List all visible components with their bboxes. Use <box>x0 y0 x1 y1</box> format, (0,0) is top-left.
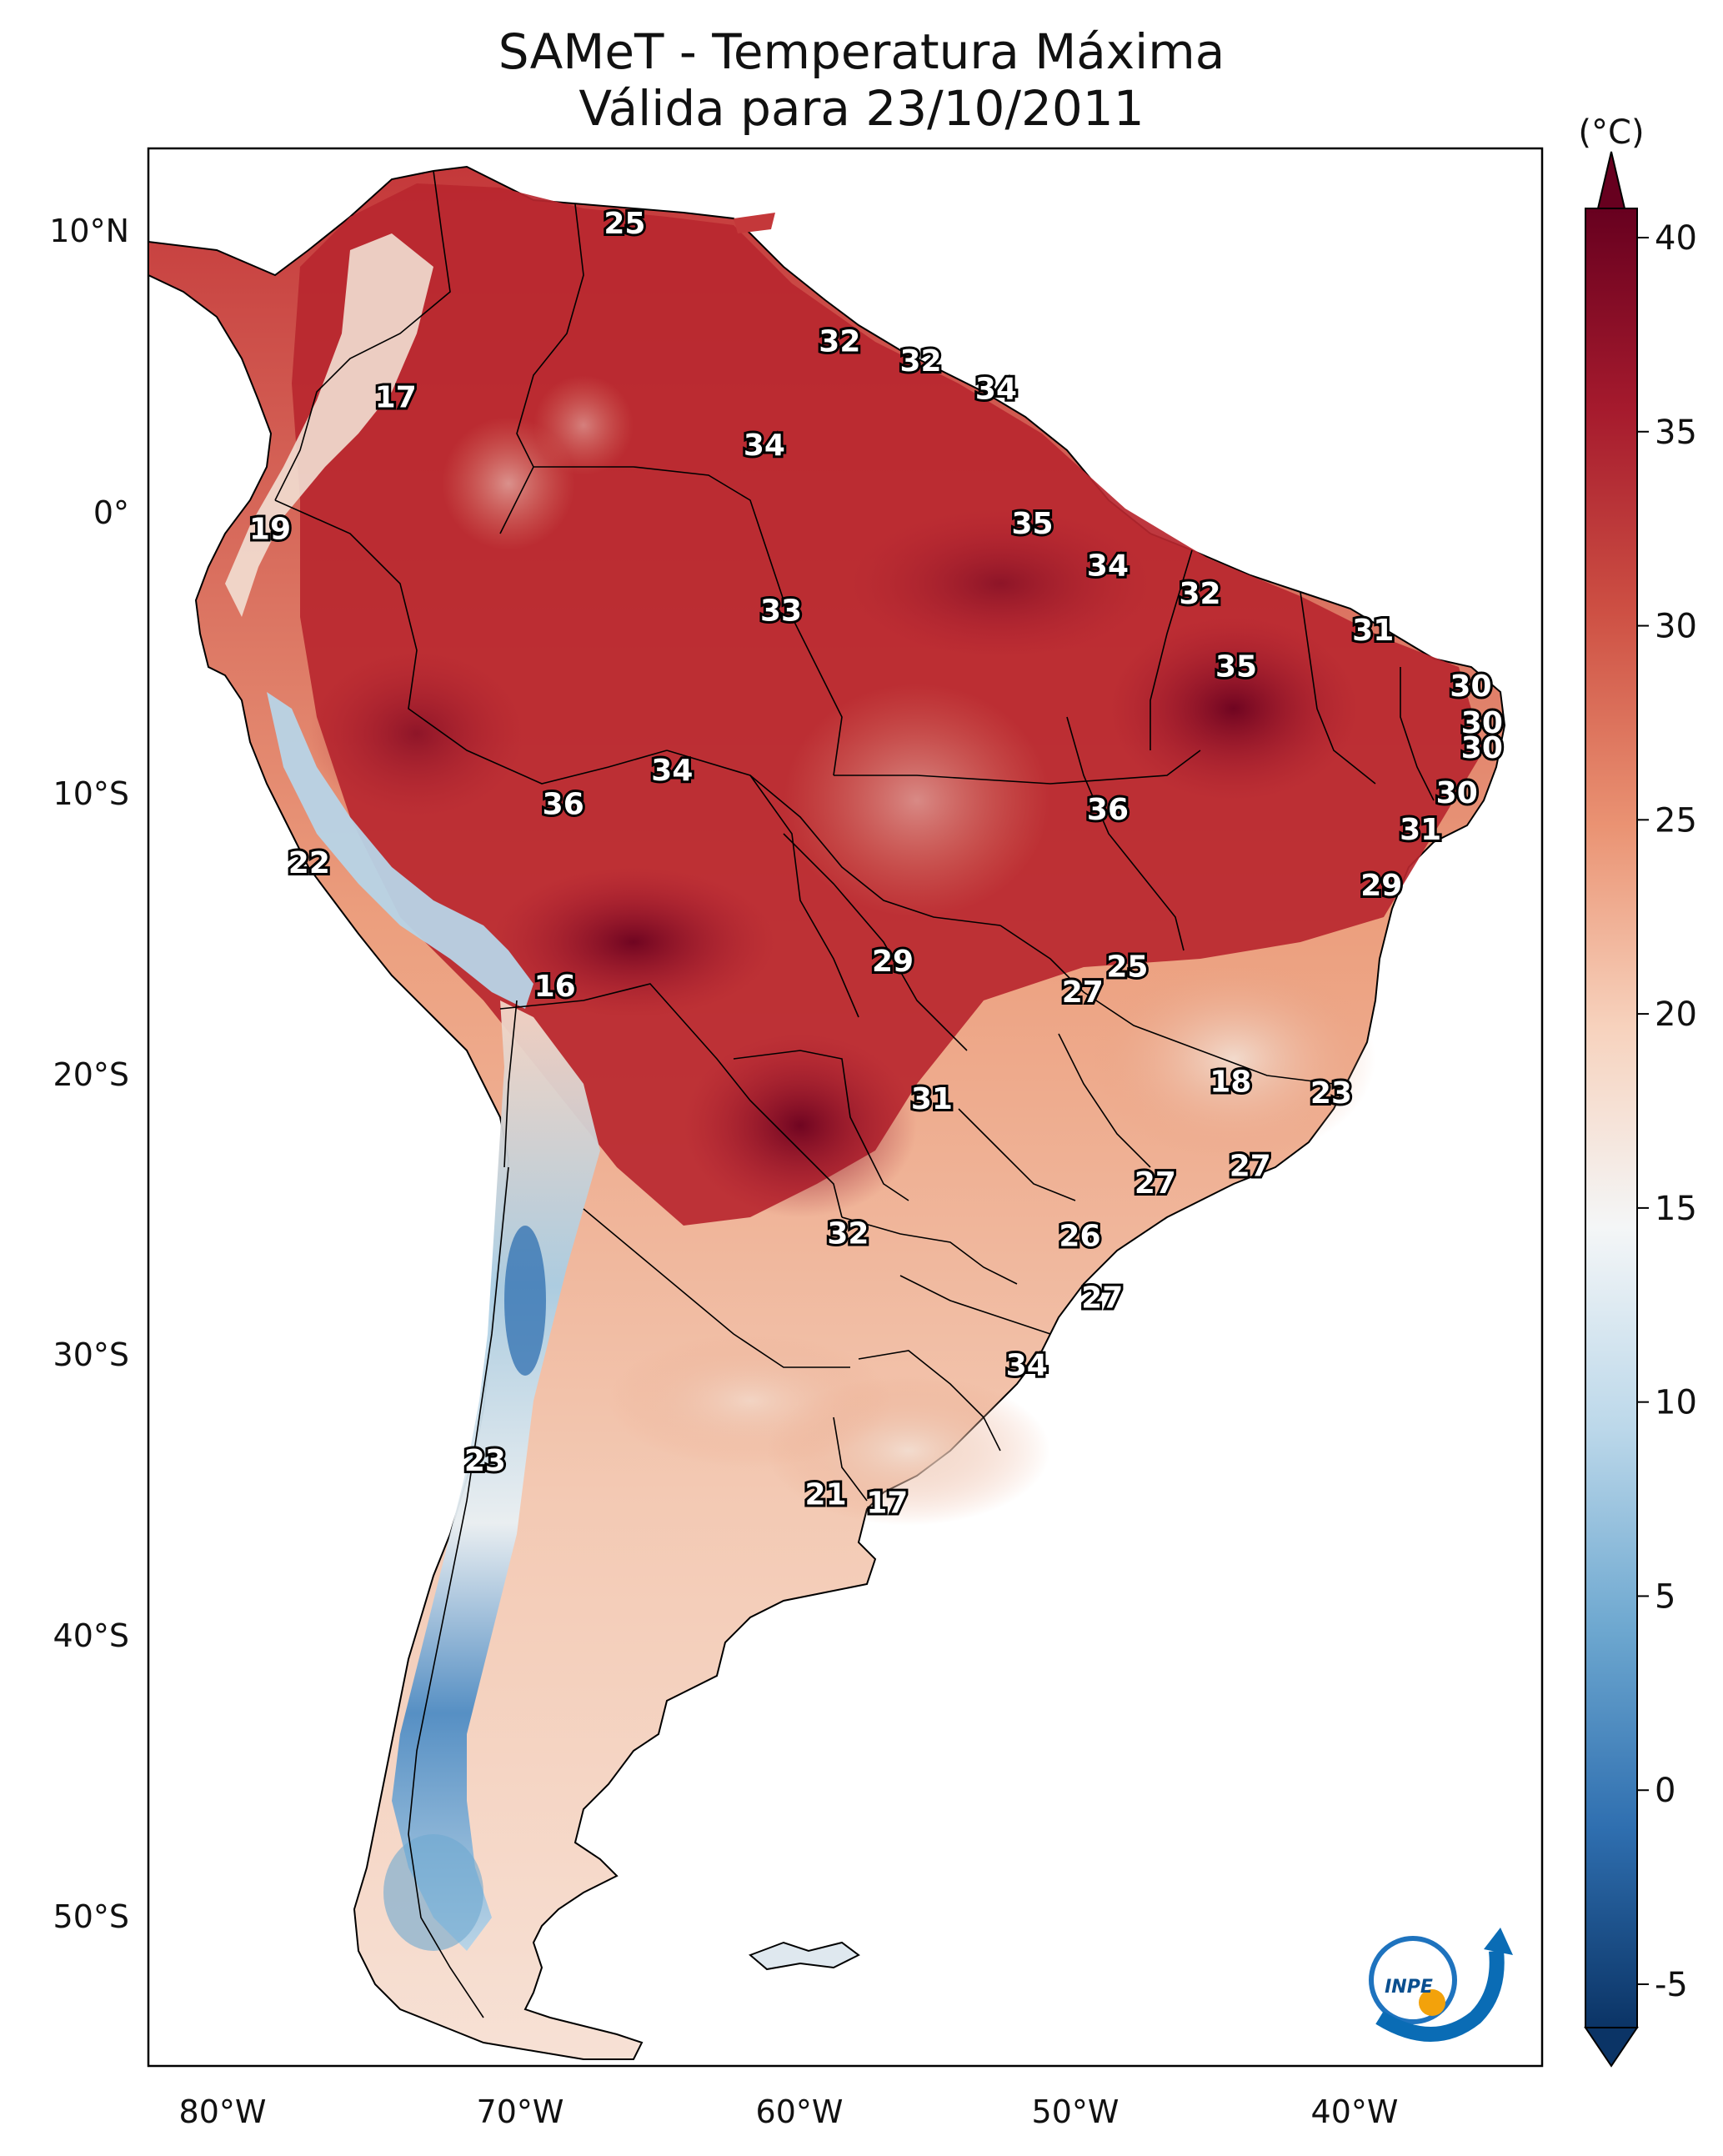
station-value-label: 21 <box>805 1477 847 1512</box>
station-value-label: 34 <box>1087 549 1129 583</box>
station-value-label: 27 <box>1062 975 1104 1010</box>
station-value-label: 30 <box>1461 706 1503 740</box>
station-value-label: 17 <box>375 381 417 415</box>
lon-label-70w: 70°W <box>477 2093 564 2130</box>
mild-region-amazon-2 <box>533 375 634 475</box>
station-value-label: 22 <box>288 846 330 880</box>
andes-south-cold-strip <box>392 1000 600 1951</box>
mild-region-central <box>784 684 1050 917</box>
logo-arrow-head <box>1484 1928 1513 1955</box>
longitude-axis: 80°W 70°W 60°W 50°W 40°W <box>179 2093 1399 2130</box>
colorbar-tick-label: 25 <box>1655 801 1697 840</box>
lat-label-10s: 10°S <box>53 775 129 812</box>
station-value-label: 32 <box>1179 577 1220 611</box>
colorbar-tick-label: 15 <box>1655 1190 1697 1228</box>
station-value-label: 23 <box>464 1444 506 1478</box>
station-value-label: 19 <box>249 513 291 547</box>
station-value-label: 34 <box>744 429 785 463</box>
colorbar-bar <box>1585 208 1638 2028</box>
station-value-label: 29 <box>872 945 914 979</box>
andes-peru-cold-strip <box>267 692 533 1009</box>
station-value-label: 25 <box>604 207 645 241</box>
colorbar-tick-label: 20 <box>1655 995 1697 1034</box>
inpe-logo: INPE <box>1369 1928 1513 2042</box>
andes-north-cool-strip <box>225 233 433 617</box>
colorbar-ticks: 40 35 30 25 20 15 10 5 0 -5 <box>1637 219 1697 2004</box>
station-value-label: 27 <box>1081 1281 1123 1316</box>
patagonia-cold-core <box>383 1834 483 1951</box>
station-value-label: 32 <box>899 344 941 379</box>
lat-label-30s: 30°S <box>53 1336 129 1373</box>
colorbar-top-extension <box>1596 151 1626 209</box>
station-value-label: 18 <box>1210 1065 1251 1100</box>
hotspot-para <box>850 509 1150 659</box>
colorbar-bottom-extension <box>1584 2027 1639 2068</box>
station-value-label: 27 <box>1230 1150 1271 1184</box>
hotspot-bolivia <box>492 867 775 1017</box>
station-value-label: 34 <box>651 754 693 788</box>
lat-label-0: 0° <box>93 494 129 531</box>
station-value-label: 31 <box>1352 614 1394 648</box>
lat-label-10n: 10°N <box>49 213 129 249</box>
latitude-axis: 10°N 0° 10°S 20°S 30°S 40°S 50°S <box>49 213 129 1935</box>
station-value-label: 35 <box>1011 507 1053 541</box>
lat-label-40s: 40°S <box>53 1617 129 1654</box>
lat-label-20s: 20°S <box>53 1056 129 1093</box>
colorbar-tick-label: 5 <box>1655 1577 1675 1616</box>
station-value-label: 36 <box>543 788 584 822</box>
station-value-label: 34 <box>1006 1349 1048 1383</box>
station-value-label: 33 <box>760 594 802 628</box>
logo-ring <box>1369 1936 1457 2024</box>
station-value-label: 25 <box>1106 950 1148 985</box>
logo-text: INPE <box>1385 1977 1433 1998</box>
logo-arc <box>1375 1950 1505 2042</box>
colorbar-unit: (°C) <box>1578 113 1644 152</box>
colorbar-tick-label: 35 <box>1655 414 1697 452</box>
colorbar-tick-label: 10 <box>1655 1384 1697 1422</box>
country-borders <box>274 170 1435 2018</box>
station-value-label: 30 <box>1436 776 1478 810</box>
station-value-label: 27 <box>1134 1166 1176 1201</box>
falklands-islands <box>749 1941 860 1971</box>
station-value-label: 26 <box>1059 1220 1100 1254</box>
hotspot-paraguay <box>684 1034 917 1217</box>
lon-label-80w: 80°W <box>179 2093 267 2130</box>
station-value-label: 36 <box>1087 793 1129 827</box>
colorbar-tick-label: -5 <box>1655 1966 1688 2004</box>
mild-region-pampas <box>609 1334 892 1467</box>
station-value-label: 29 <box>1360 869 1402 903</box>
continent-layer <box>148 165 1506 2060</box>
station-value-label: 31 <box>1400 813 1441 847</box>
station-value-label: 35 <box>1215 650 1257 684</box>
lon-label-50w: 50°W <box>1032 2093 1119 2130</box>
lon-label-60w: 60°W <box>756 2093 844 2130</box>
colorbar-tick-label: 0 <box>1655 1772 1675 1810</box>
andes-cold-core <box>504 1226 546 1376</box>
station-value-label: 31 <box>911 1082 953 1116</box>
station-value-label: 30 <box>1461 731 1503 765</box>
lat-label-50s: 50°S <box>53 1898 129 1935</box>
station-value-label: 30 <box>1450 669 1491 704</box>
caribbean-island-strip <box>734 213 775 233</box>
lon-label-40w: 40°W <box>1311 2093 1399 2130</box>
hotspot-northeast <box>1109 617 1359 800</box>
station-value-label: 16 <box>534 970 576 1004</box>
station-value-label: 23 <box>1310 1076 1352 1111</box>
station-value-label: 32 <box>827 1216 869 1251</box>
station-value-label: 32 <box>819 324 860 358</box>
logo-sun <box>1419 1989 1445 2016</box>
station-value-label: 17 <box>866 1486 908 1520</box>
colorbar-tick-label: 30 <box>1655 608 1697 646</box>
hotspot-peru <box>308 650 525 817</box>
colorbar: (°C) 40 35 30 25 20 15 10 5 0 -5 <box>1578 113 1697 2068</box>
colorbar-tick-label: 40 <box>1655 219 1697 258</box>
map-subtitle: Válida para 23/10/2011 <box>579 80 1144 137</box>
map-title: SAMeT - Temperatura Máxima <box>498 23 1225 80</box>
mild-region-southeast <box>1092 959 1375 1159</box>
station-value-label: 34 <box>975 372 1017 406</box>
